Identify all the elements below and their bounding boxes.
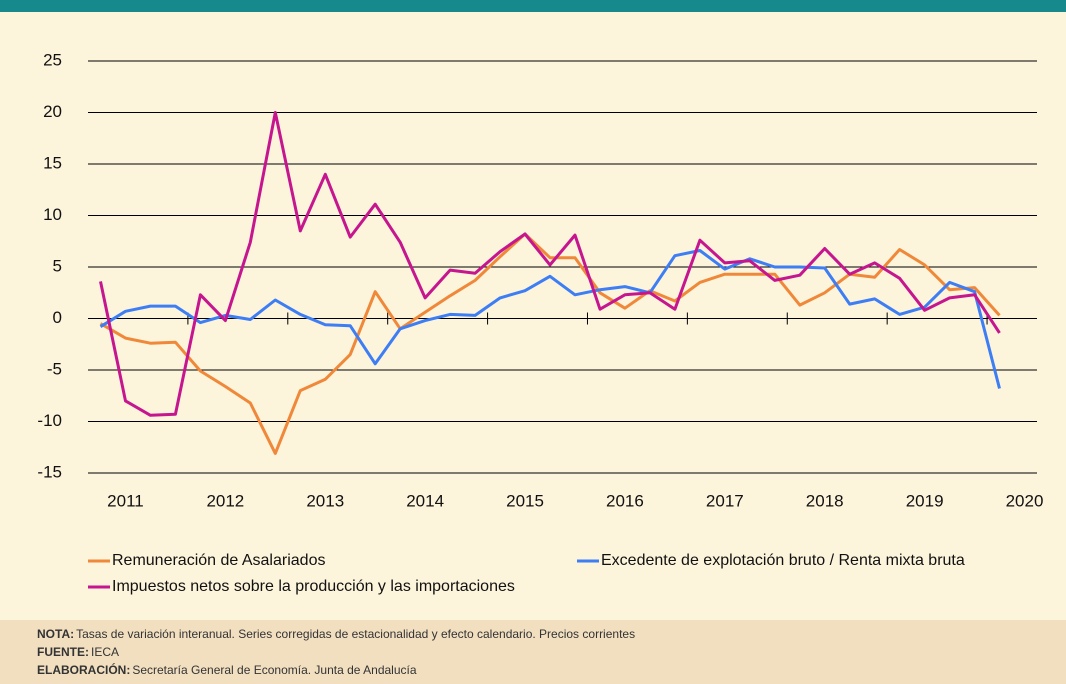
note-text: Secretaría General de Economía. Junta de… xyxy=(132,663,417,677)
note-label: FUENTE: xyxy=(37,645,89,659)
y-tick-label: 25 xyxy=(43,50,62,69)
y-tick-label: 20 xyxy=(43,102,62,121)
x-tick-label: 2011 xyxy=(107,491,144,510)
y-tick-label: 10 xyxy=(43,205,62,224)
note: FUENTE: IECA xyxy=(37,645,119,659)
legend-label: Excedente de explotación bruto / Renta m… xyxy=(601,552,965,569)
y-tick-label: -10 xyxy=(37,411,62,430)
legend-label: Remuneración de Asalariados xyxy=(112,552,325,569)
note: ELABORACIÓN: Secretaría General de Econom… xyxy=(37,662,417,677)
x-tick-label: 2015 xyxy=(506,491,544,510)
top-bar xyxy=(0,0,1066,12)
x-tick-label: 2017 xyxy=(706,491,744,510)
x-tick-label: 2019 xyxy=(906,491,944,510)
series-line xyxy=(99,249,1001,389)
x-tick-label: 2013 xyxy=(306,491,344,510)
x-tick-label: 2016 xyxy=(606,491,644,510)
series-line xyxy=(99,111,1001,417)
x-tick-label: 2012 xyxy=(206,491,244,510)
note-label: NOTA: xyxy=(37,627,74,641)
y-tick-label: -5 xyxy=(47,359,62,378)
y-tick-label: -15 xyxy=(37,462,62,481)
y-tick-label: 0 xyxy=(53,308,62,327)
y-tick-label: 5 xyxy=(53,256,62,275)
y-tick-label: 15 xyxy=(43,153,62,172)
note: NOTA: Tasas de variación interanual. Seri… xyxy=(37,627,635,641)
note-text: Tasas de variación interanual. Series co… xyxy=(76,627,635,641)
note-text: IECA xyxy=(91,645,119,659)
note-label: ELABORACIÓN: xyxy=(37,662,130,677)
x-tick-label: 2018 xyxy=(806,491,844,510)
x-tick-label: 2020 xyxy=(1006,491,1044,510)
legend-label: Impuestos netos sobre la producción y la… xyxy=(112,578,515,595)
notes-band xyxy=(0,620,1066,684)
x-tick-label: 2014 xyxy=(406,491,444,510)
